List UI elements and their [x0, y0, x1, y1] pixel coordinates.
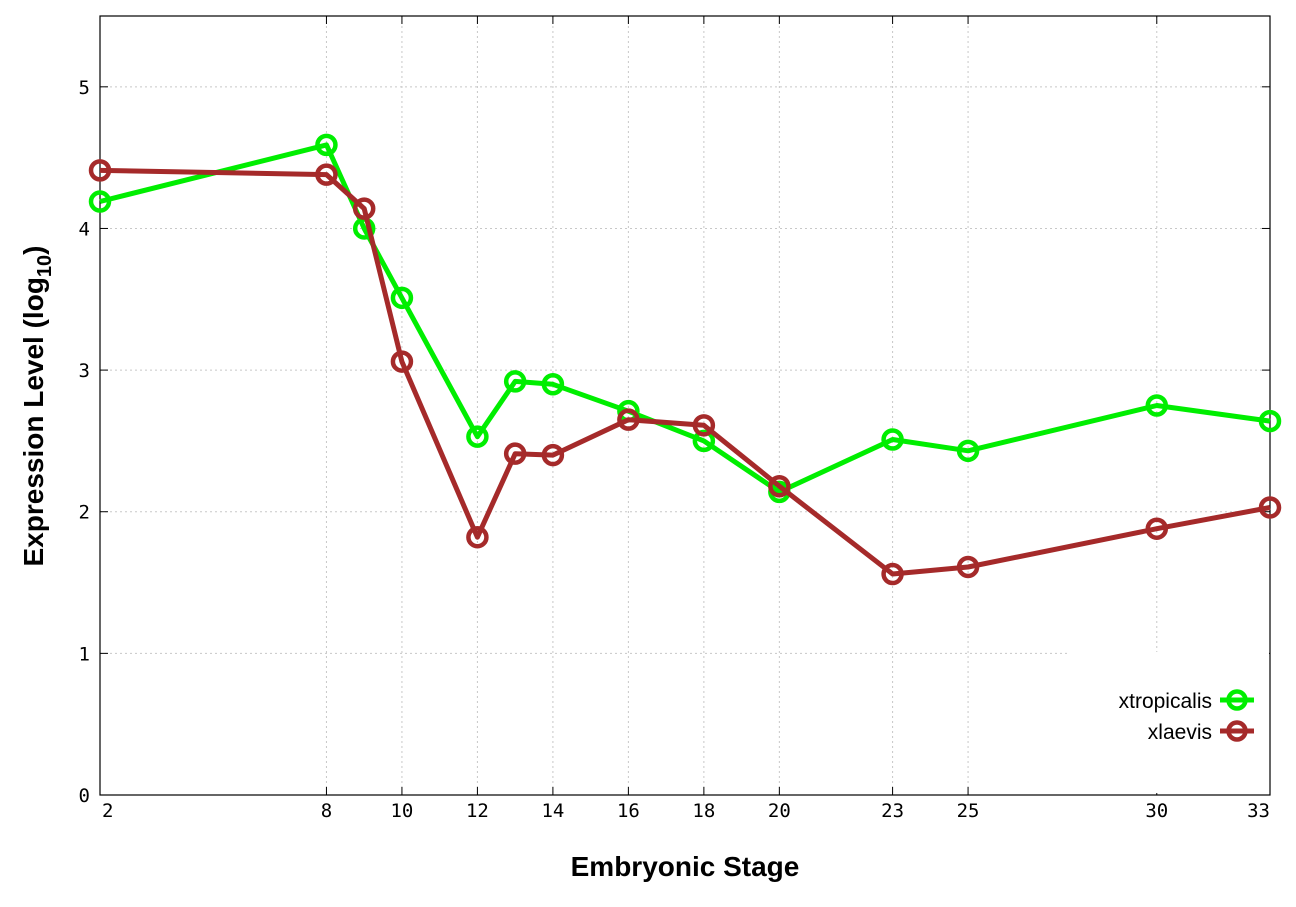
x-tick-label: 2 [102, 800, 113, 822]
x-tick-labels: 2 8 10 12 14 16 18 20 23 25 30 33 [102, 800, 1270, 822]
y-tick-label: 5 [79, 77, 90, 99]
x-axis-title: Embryonic Stage [571, 851, 800, 882]
legend-marker-xtropicalis [1226, 689, 1248, 711]
data-point-xlaevis [1258, 496, 1282, 519]
data-point-xlaevis [768, 474, 791, 498]
data-point-xtropicalis [88, 190, 112, 213]
x-tick-label: 33 [1247, 800, 1270, 822]
x-tick-label: 8 [321, 800, 332, 822]
data-point-xtropicalis [692, 429, 716, 453]
x-tick-label: 18 [692, 800, 715, 822]
y-tick-label: 0 [79, 785, 90, 807]
x-tick-label: 12 [466, 800, 489, 822]
data-point-xlaevis [541, 443, 565, 467]
plot-frame [99, 15, 1271, 796]
series-line-xlaevis [99, 167, 1271, 577]
data-point-xlaevis [88, 159, 112, 182]
x-tick-label: 10 [390, 800, 413, 822]
data-point-xlaevis [692, 414, 716, 437]
series-layer [88, 133, 1282, 586]
series-line-xtropicalis [99, 142, 1271, 495]
data-point-xtropicalis [1145, 394, 1169, 417]
data-point-xlaevis [315, 163, 338, 186]
legend: xtropicalis xlaevis [1070, 652, 1269, 793]
y-tick-label: 4 [79, 218, 90, 240]
data-point-xtropicalis [466, 425, 489, 448]
legend-entry-xlaevis: xlaevis [1148, 720, 1254, 744]
x-tick-label: 14 [541, 800, 564, 822]
y-axis-title: Expression Level (log10) [18, 246, 56, 567]
data-point-xtropicalis [315, 133, 338, 157]
y-tick-labels: 0 1 2 3 4 5 [79, 77, 90, 807]
legend-entry-xtropicalis: xtropicalis [1119, 689, 1254, 713]
data-point-xtropicalis [503, 370, 527, 393]
legend-label-xlaevis: xlaevis [1148, 721, 1212, 744]
data-point-xlaevis [881, 562, 904, 586]
data-point-xtropicalis [881, 428, 904, 451]
x-tick-label: 25 [957, 800, 980, 822]
data-point-xlaevis [1145, 517, 1169, 540]
data-point-xlaevis [617, 408, 640, 431]
data-point-xlaevis [956, 555, 980, 579]
y-tick-label: 2 [79, 502, 90, 524]
data-point-xtropicalis [541, 373, 565, 396]
data-point-xlaevis [466, 525, 489, 549]
y-tick-label: 1 [79, 643, 90, 665]
x-tick-label: 30 [1145, 800, 1168, 822]
y-axis-title-main: Expression Level (log [18, 277, 49, 566]
x-tick-label: 16 [617, 800, 640, 822]
legend-label-xtropicalis: xtropicalis [1119, 690, 1212, 713]
data-point-xtropicalis [956, 439, 980, 463]
x-tick-label: 23 [881, 800, 904, 822]
legend-marker-xlaevis [1226, 720, 1248, 742]
x-tick-label: 20 [768, 800, 791, 822]
data-point-xtropicalis [1258, 409, 1282, 433]
y-axis-title-close: ) [18, 246, 49, 255]
y-tick-label: 3 [79, 360, 90, 382]
data-point-xlaevis [352, 197, 376, 220]
data-point-xlaevis [390, 350, 414, 373]
data-point-xtropicalis [390, 286, 414, 310]
data-point-xlaevis [503, 442, 527, 465]
y-axis-title-subscript: 10 [34, 255, 56, 277]
